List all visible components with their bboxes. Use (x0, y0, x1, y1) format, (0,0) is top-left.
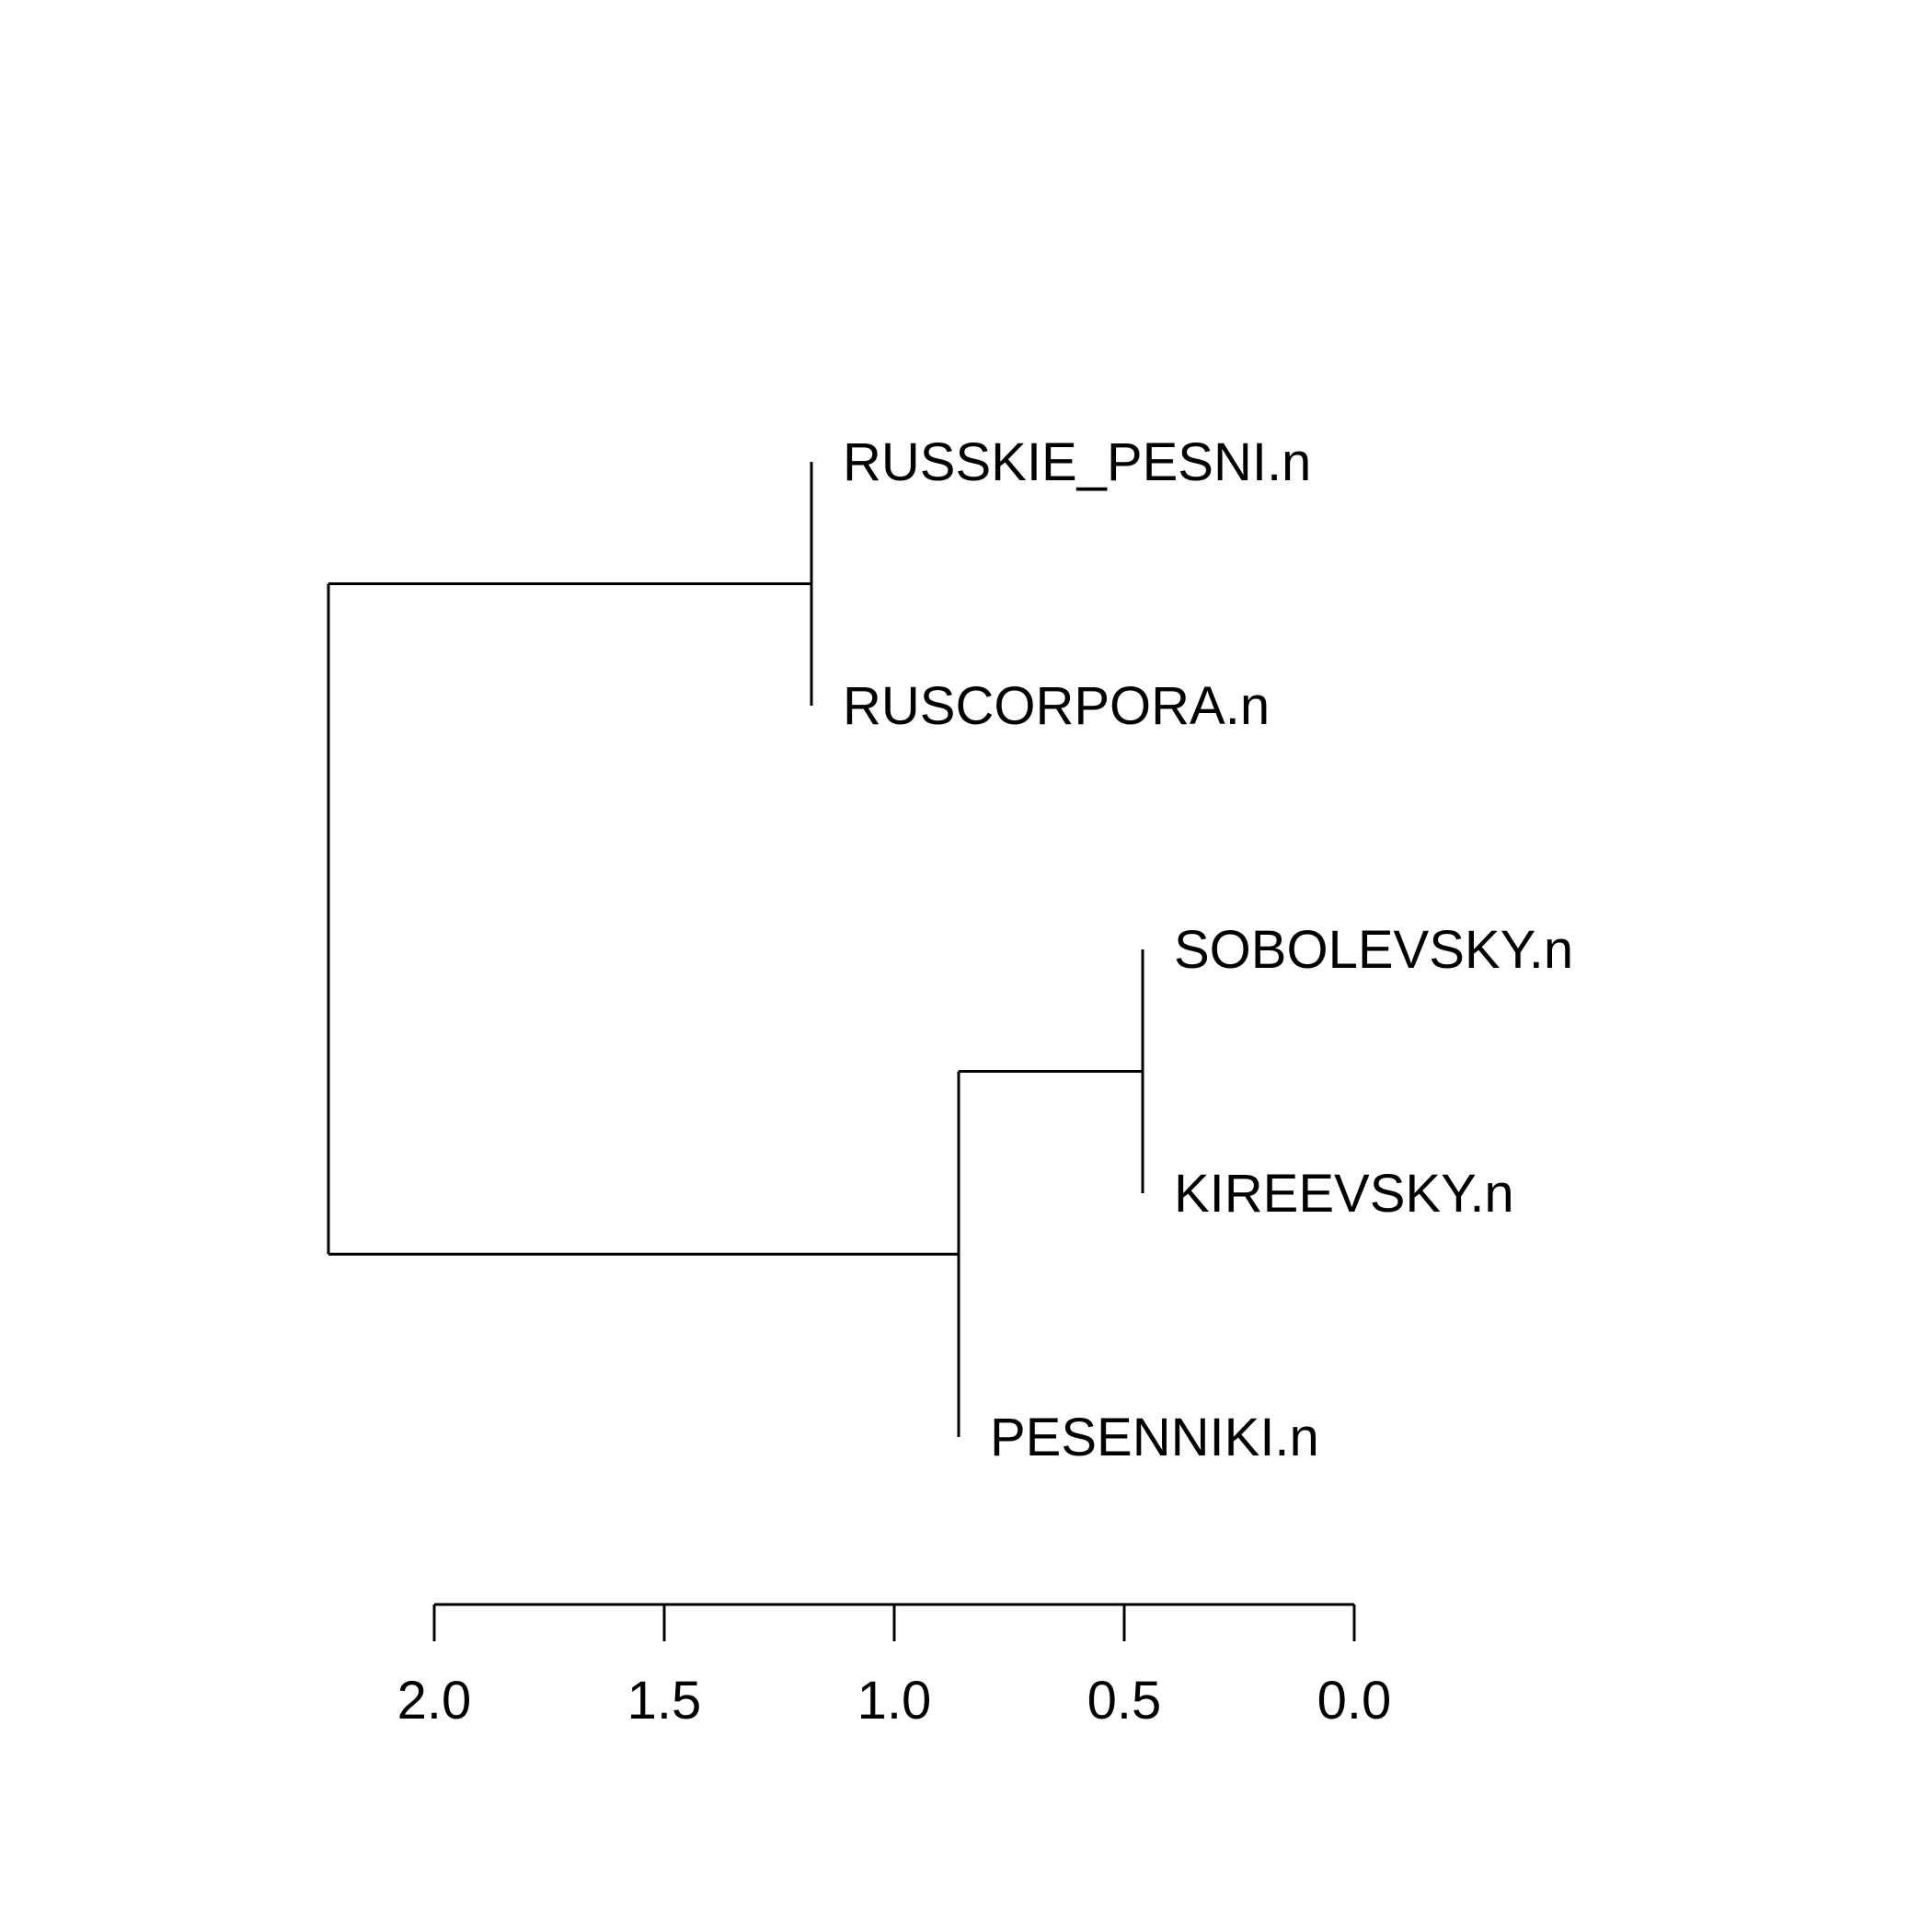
distance-axis: 2.0 1.5 1.0 0.5 0.0 (397, 1603, 1392, 1731)
leaf-label-pesenniki: PESENNIKI.n (990, 1408, 1319, 1467)
leaf-label-sobolevsky: SOBOLEVSKY.n (1174, 920, 1573, 980)
leaf-label-kireevsky: KIREEVSKY.n (1174, 1164, 1514, 1224)
axis-tick-label-0: 0.0 (1317, 1671, 1392, 1731)
leaf-label-russkie-pesni: RUSSKIE_PESNI.n (843, 432, 1311, 492)
axis-tick-label-1-5: 1.5 (627, 1671, 702, 1731)
dendrogram-branches (327, 462, 1144, 1437)
axis-tick-label-0-5: 0.5 (1087, 1671, 1162, 1731)
axis-tick-label-1: 1.0 (857, 1671, 932, 1731)
leaf-labels: RUSSKIE_PESNI.n RUSCORPORA.n SOBOLEVSKY.n K… (843, 432, 1573, 1467)
axis-tick-label-2: 2.0 (397, 1671, 472, 1731)
leaf-label-ruscorpora: RUSCORPORA.n (843, 676, 1270, 736)
